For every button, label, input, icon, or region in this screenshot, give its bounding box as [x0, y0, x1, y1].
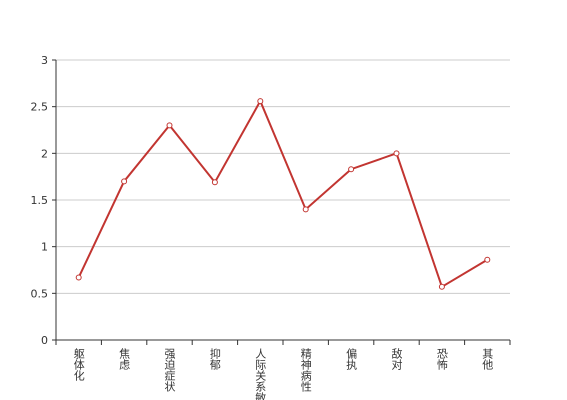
x-tick-label: 躯体化: [72, 348, 85, 382]
line: [77, 98, 488, 289]
point: [393, 150, 400, 157]
point: [166, 122, 173, 129]
x-tick-label: 焦虑: [118, 348, 131, 370]
point: [348, 166, 355, 173]
point: [211, 179, 218, 186]
x-tick-label: 偏执: [345, 347, 358, 371]
y-tick-label: 2: [41, 147, 48, 160]
x-tick-label: 人际关系敏感: [254, 348, 267, 400]
x-tick-label: 其他: [481, 348, 494, 370]
point: [484, 256, 491, 263]
y-tick-label: 1.5: [31, 194, 49, 207]
y-tick-label: 0.5: [31, 287, 49, 300]
y-tick-label: 3: [41, 54, 48, 67]
point: [438, 283, 445, 290]
point: [75, 274, 82, 281]
x-tick-label: 抑郁: [208, 347, 221, 370]
y-tick-label: 2.5: [31, 101, 49, 114]
x-tick-label: 强迫症状: [163, 348, 176, 392]
point: [302, 206, 309, 213]
point: [257, 98, 264, 105]
y-tick-label: 1: [41, 241, 48, 254]
x-tick-label: 恐怖: [435, 348, 448, 370]
y-tick-label: 0: [41, 334, 48, 347]
x-tick-label: 敌对: [390, 347, 403, 370]
point: [121, 178, 128, 185]
x-tick-label: 精神病性: [299, 348, 312, 393]
